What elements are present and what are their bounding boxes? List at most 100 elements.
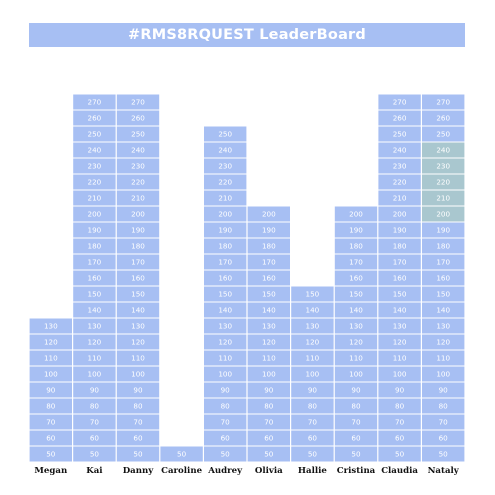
bar-cell [422,286,465,302]
bar-cell [73,142,116,158]
bar-cell [73,286,116,302]
bar-cell [116,158,160,174]
bar-cell [291,446,334,462]
cell-value-label: 50 [308,450,318,459]
cell-value-label: 90 [46,386,56,395]
bar-cell [29,318,73,334]
cell-value-label: 130 [262,322,276,331]
cell-value-label: 100 [393,370,407,379]
bar-cell [334,206,378,222]
bar-cell [204,190,247,206]
bar-cell [116,350,160,366]
bar-cell [334,254,378,270]
cell-value-label: 270 [393,98,407,107]
bar-kai: 50 60 70 80 90 100 110 120 130 140 150 160 170 180 190… [73,94,116,462]
bar-cell [378,158,421,174]
cell-value-label: 180 [436,242,450,251]
bar-cell [422,126,465,142]
bar-cell [422,446,465,462]
cell-value-label: 260 [131,114,145,123]
cell-value-label: 220 [218,178,232,187]
bar-cell [378,126,421,142]
cell-value-label: 160 [131,274,145,283]
cell-value-label: 60 [221,434,231,443]
cell-value-label: 240 [88,146,102,155]
cell-value-label: 50 [90,450,100,459]
cell-value-label: 120 [393,338,407,347]
cell-value-label: 230 [131,162,145,171]
cell-value-label: 110 [218,354,232,363]
cell-value-label: 170 [349,258,363,267]
bar-cell [73,382,116,398]
bar-cell [116,254,160,270]
cell-value-label: 60 [90,434,100,443]
bar-cell [291,302,334,318]
cell-value-label: 80 [90,402,100,411]
cell-value-label: 210 [88,194,102,203]
bar-cell [422,94,465,110]
cell-value-label: 130 [88,322,102,331]
cell-value-label: 270 [436,98,450,107]
bar-cell [73,238,116,254]
cell-value-label: 210 [131,194,145,203]
cell-value-label: 150 [436,290,450,299]
bar-cell [204,430,247,446]
bar-cell [334,446,378,462]
bar-cell [116,238,160,254]
bar-cell [291,350,334,366]
bar-cell [204,222,247,238]
cell-value-label: 180 [131,242,145,251]
cell-value-label: 100 [44,370,58,379]
cell-value-label: 260 [88,114,102,123]
cell-value-label: 210 [436,194,450,203]
bar-cell [334,350,378,366]
category-label-kai: Kai [86,466,103,476]
cell-value-label: 180 [88,242,102,251]
cell-value-label: 200 [436,210,450,219]
category-label-nataly: Nataly [428,466,460,476]
bar-cell [247,286,290,302]
bar-cell [422,318,465,334]
bar-cell [378,142,421,158]
cell-value-label: 120 [262,338,276,347]
bar-cell [422,430,465,446]
cell-value-label: 60 [308,434,318,443]
cell-value-label: 100 [436,370,450,379]
cell-value-label: 250 [131,130,145,139]
bar-cell [291,318,334,334]
bar-cell [378,350,421,366]
cell-value-label: 220 [88,178,102,187]
cell-value-label: 70 [46,418,56,427]
cell-value-label: 230 [393,162,407,171]
bar-cell [422,398,465,414]
cell-value-label: 250 [393,130,407,139]
cell-value-label: 100 [262,370,276,379]
cell-value-label: 140 [131,306,145,315]
bar-cell [116,286,160,302]
bar-cell [247,446,290,462]
cell-value-label: 260 [393,114,407,123]
bar-cell [378,254,421,270]
bar-cell [334,302,378,318]
cell-value-label: 50 [221,450,231,459]
bar-cell [204,398,247,414]
bar-cell [29,398,73,414]
bar-cell [73,110,116,126]
bar-cell [204,126,247,142]
bar-cell [73,174,116,190]
bar-cell [73,350,116,366]
cell-value-label: 120 [436,338,450,347]
cell-value-label: 120 [349,338,363,347]
cell-value-label: 190 [88,226,102,235]
cell-value-label: 180 [349,242,363,251]
bar-cell [378,334,421,350]
bar-caroline: 50 [160,446,203,462]
bar-cell [116,318,160,334]
bar-cell [116,430,160,446]
bar-cell [73,158,116,174]
cell-value-label: 240 [218,146,232,155]
cell-value-label: 80 [133,402,143,411]
bar-hallie: 50 60 70 80 90 100 110 120 130 140 150 [291,286,334,462]
bar-cell [204,142,247,158]
bar-cell [378,302,421,318]
